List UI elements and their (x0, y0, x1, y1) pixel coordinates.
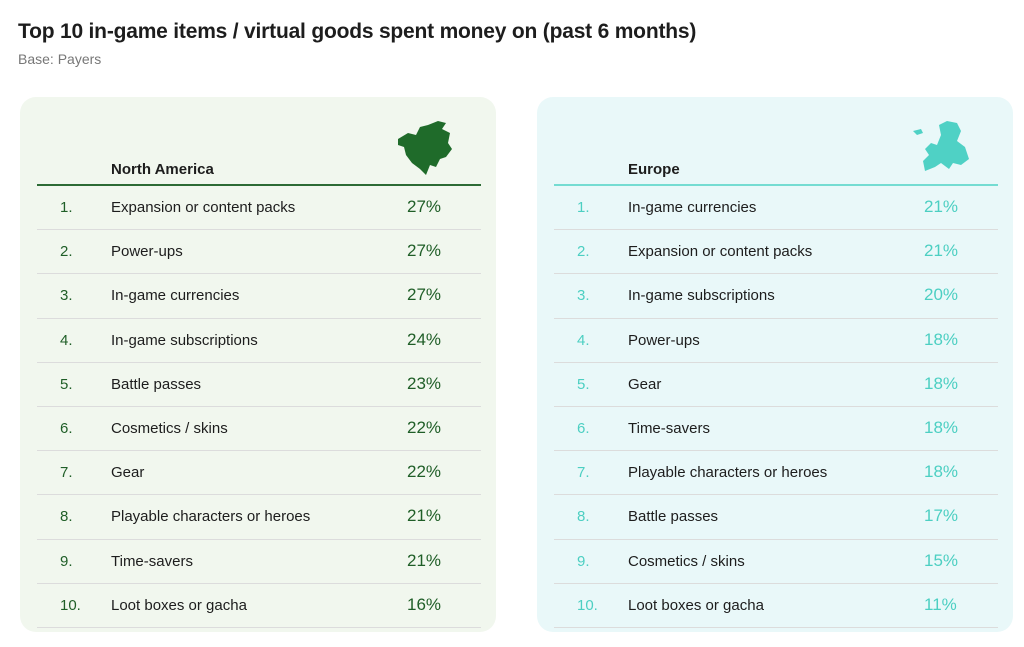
item-label: Gear (628, 375, 662, 393)
value-label: 17% (924, 506, 959, 526)
item-label: Power-ups (111, 243, 183, 261)
item-label: Expansion or content packs (628, 243, 813, 261)
rank-label: 9. (60, 552, 73, 570)
value-label: 21% (407, 506, 442, 526)
rank-label: 6. (60, 419, 73, 437)
table-row: 9. Cosmetics / skins 15% (554, 540, 998, 584)
value-label: 24% (407, 329, 442, 349)
value-label: 21% (924, 241, 959, 261)
item-label: Loot boxes or gacha (628, 596, 764, 614)
item-label: Expansion or content packs (111, 199, 296, 216)
rank-label: 10. (577, 596, 598, 614)
item-label: In-game currencies (628, 199, 757, 216)
rank-label: 2. (577, 243, 590, 261)
table-row: 3. In-game currencies 27% (37, 274, 481, 319)
value-label: 18% (924, 417, 959, 437)
value-label: 27% (407, 285, 442, 305)
region-title: North America (111, 161, 214, 178)
rank-label: 7. (60, 464, 73, 482)
item-label: Time-savers (111, 552, 193, 570)
item-label: Gear (111, 464, 145, 482)
value-label: 16% (407, 594, 442, 614)
value-label: 27% (407, 197, 442, 216)
rank-label: 2. (60, 243, 73, 261)
table-row: 1. In-game currencies 21% (554, 186, 998, 231)
north-america-panel: North America 1. Expansion or content pac… (20, 97, 496, 632)
europe-panel: Europe 1. In-game currencies 21% 2. Expansio… (537, 97, 1013, 632)
item-label: Loot boxes or gacha (111, 596, 247, 614)
rank-label: 4. (577, 331, 590, 349)
item-label: Battle passes (111, 375, 202, 393)
rank-label: 10. (60, 596, 81, 614)
table-row: 4. In-game subscriptions 24% (37, 319, 481, 363)
item-label: Playable characters or heroes (111, 508, 311, 526)
rank-label: 1. (60, 199, 73, 216)
table-row: 8. Battle passes 17% (554, 495, 998, 540)
table-row: 4. Power-ups 18% (554, 319, 998, 363)
value-label: 22% (407, 462, 442, 482)
item-label: Cosmetics / skins (628, 552, 745, 570)
value-label: 27% (407, 241, 442, 261)
item-label: Power-ups (628, 331, 700, 349)
value-label: 18% (924, 329, 959, 349)
rank-label: 4. (60, 331, 73, 349)
value-label: 23% (407, 373, 442, 393)
table-row: 6. Time-savers 18% (554, 407, 998, 452)
item-label: In-game subscriptions (628, 287, 775, 305)
europe-map-icon (913, 121, 969, 171)
item-label: In-game currencies (111, 287, 240, 305)
rank-label: 8. (577, 508, 590, 526)
table-row: 8. Playable characters or heroes 21% (37, 495, 481, 540)
rank-label: 5. (60, 375, 73, 393)
rank-label: 3. (60, 287, 73, 305)
rank-label: 7. (577, 464, 590, 482)
rank-label: 6. (577, 419, 590, 437)
value-label: 20% (924, 285, 959, 305)
table-row: 2. Expansion or content packs 21% (554, 230, 998, 275)
header-divider (554, 184, 998, 186)
page-title: Top 10 in-game items / virtual goods spe… (18, 20, 697, 43)
value-label: 18% (924, 373, 959, 393)
table-row: 2. Power-ups 27% (37, 230, 481, 275)
rank-label: 3. (577, 287, 590, 305)
item-label: Cosmetics / skins (111, 419, 228, 437)
item-label: Battle passes (628, 508, 719, 526)
rank-label: 9. (577, 552, 590, 570)
table-row: 1. Expansion or content packs 27% (37, 186, 481, 231)
rank-label: 1. (577, 199, 590, 216)
value-label: 21% (407, 550, 442, 570)
item-label: Playable characters or heroes (628, 464, 828, 482)
value-label: 18% (924, 462, 959, 482)
value-label: 21% (924, 197, 959, 216)
table-row: 5. Battle passes 23% (37, 363, 481, 407)
value-label: 11% (924, 594, 957, 614)
north-america-map-icon (398, 121, 452, 175)
table-row: 5. Gear 18% (554, 363, 998, 407)
table-row: 7. Playable characters or heroes 18% (554, 451, 998, 496)
table-row: 3. In-game subscriptions 20% (554, 274, 998, 319)
region-title: Europe (628, 161, 680, 178)
subtitle: Base: Payers (18, 51, 102, 67)
table-row: 10. Loot boxes or gacha 11% (554, 584, 998, 628)
rank-label: 5. (577, 375, 590, 393)
table-row: 7. Gear 22% (37, 451, 481, 496)
header-divider (37, 184, 481, 186)
value-label: 15% (924, 550, 959, 570)
table-row: 6. Cosmetics / skins 22% (37, 407, 481, 452)
item-label: Time-savers (628, 419, 710, 437)
table-row: 10. Loot boxes or gacha 16% (37, 584, 481, 628)
table-row: 9. Time-savers 21% (37, 540, 481, 584)
value-label: 22% (407, 417, 442, 437)
item-label: In-game subscriptions (111, 331, 258, 349)
rank-label: 8. (60, 508, 73, 526)
